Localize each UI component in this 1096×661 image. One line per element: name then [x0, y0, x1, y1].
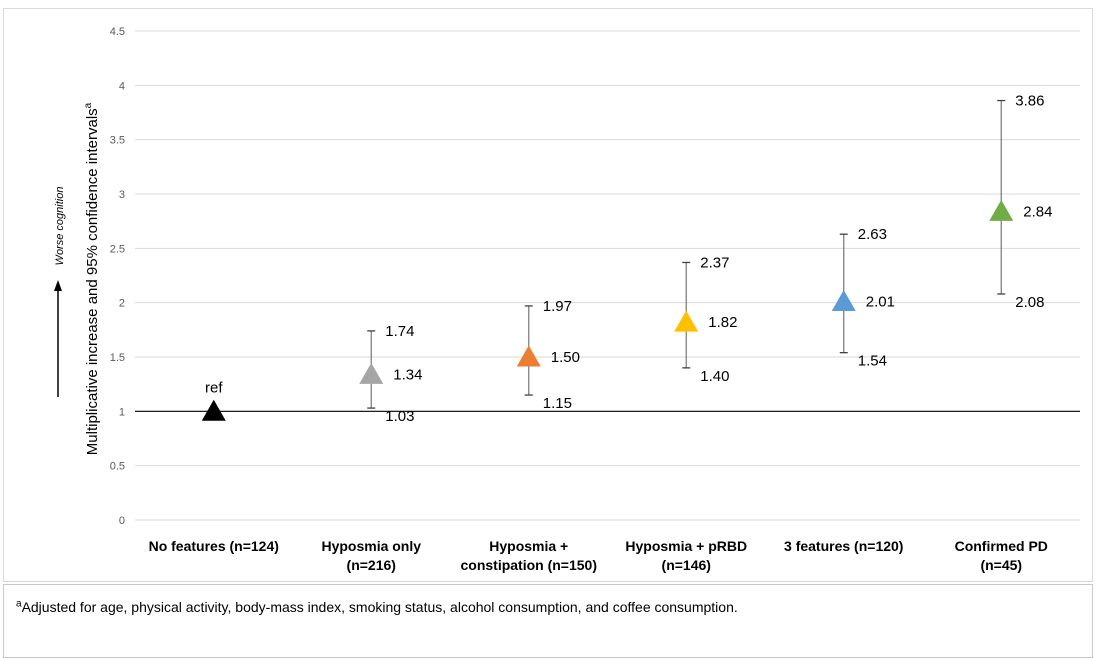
y-tick-label: 3.5	[110, 135, 125, 147]
lower-ci-label: 1.54	[858, 353, 887, 370]
footnote: aAdjusted for age, physical activity, bo…	[16, 599, 738, 615]
category-label: (n=146)	[662, 557, 711, 573]
category-label: Confirmed PD	[955, 538, 1048, 554]
lower-ci-label: 1.40	[700, 368, 729, 385]
point-value-label: 2.01	[866, 294, 895, 311]
lower-ci-label: 2.08	[1015, 294, 1044, 311]
point-value-label: 1.82	[708, 314, 737, 331]
y-axis-title-superscript: a	[83, 102, 94, 108]
y-tick-label: 0	[119, 515, 125, 527]
data-point-triangle	[831, 290, 856, 312]
y-tick-label: 0.5	[110, 461, 125, 473]
point-value-label: 2.84	[1023, 203, 1052, 220]
y-tick-label: 3	[119, 189, 125, 201]
footnote-superscript: a	[16, 598, 22, 610]
chart-frame	[3, 8, 1093, 582]
category-label: Hyposmia only	[321, 538, 421, 554]
footnote-box: aAdjusted for age, physical activity, bo…	[3, 584, 1093, 658]
lower-ci-label: 1.03	[385, 408, 414, 425]
y-tick-label: 1	[119, 406, 125, 418]
point-value-label: ref	[205, 379, 223, 396]
upper-ci-label: 2.37	[700, 254, 729, 271]
y-axis-title: Multiplicative increase and 95% confiden…	[83, 102, 101, 455]
upper-ci-label: 1.97	[543, 298, 572, 315]
worse-cognition-label: Worse cognition	[54, 187, 66, 266]
y-tick-label: 2.5	[110, 243, 125, 255]
data-point-triangle	[516, 345, 541, 367]
category-label: No features (n=124)	[149, 538, 279, 554]
footnote-text: Adjusted for age, physical activity, bod…	[21, 599, 738, 615]
upper-ci-label: 3.86	[1015, 93, 1044, 110]
data-point-triangle	[989, 199, 1014, 221]
chart-area: 0 0.5 1 1.5 2 2.5 3 3.5 4 4.5 Multiplicative incre…	[54, 26, 1080, 573]
data-point-triangle	[674, 310, 699, 332]
category-label: Hyposmia +	[489, 538, 568, 554]
y-tick-label: 2	[119, 298, 125, 310]
upper-ci-label: 1.74	[385, 323, 414, 340]
y-tick-label: 4.5	[110, 26, 125, 38]
category-label: (n=216)	[347, 557, 396, 573]
point-value-label: 1.34	[393, 366, 422, 383]
data-point-triangle	[201, 399, 226, 421]
lower-ci-label: 1.15	[543, 395, 572, 412]
y-tick-label: 4	[119, 80, 125, 92]
worse-arrow-head	[54, 280, 62, 291]
category-label: constipation (n=150)	[460, 557, 597, 573]
upper-ci-label: 2.63	[858, 226, 887, 243]
y-tick-label: 1.5	[110, 352, 125, 364]
category-label: 3 features (n=120)	[784, 538, 903, 554]
point-value-label: 1.50	[551, 349, 580, 366]
category-label: Hyposmia + pRBD	[625, 538, 747, 554]
category-label: (n=45)	[980, 557, 1022, 573]
data-point-triangle	[359, 362, 384, 384]
